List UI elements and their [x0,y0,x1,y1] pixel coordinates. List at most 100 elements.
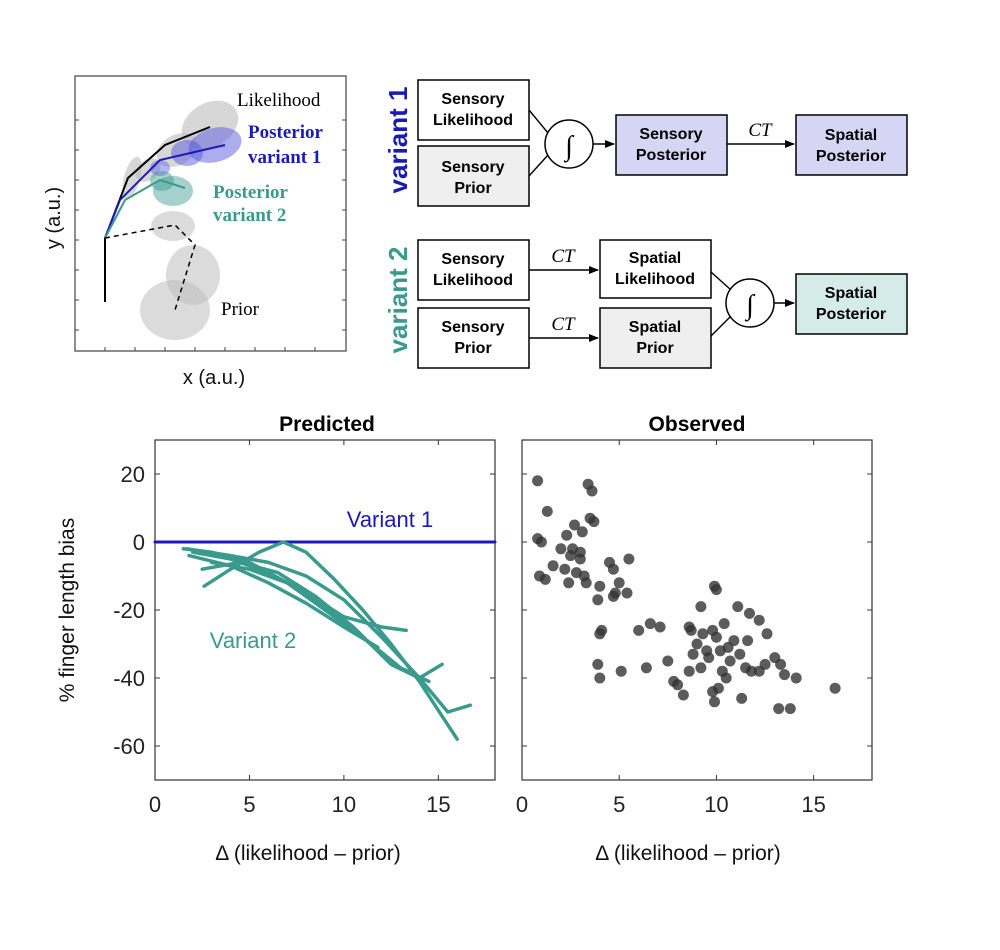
x-tick-label: 5 [243,792,255,817]
posterior-v1-label: Posterior [248,122,323,143]
data-point [594,580,606,592]
data-point [580,577,592,589]
data-point [720,672,732,684]
data-point [633,624,645,636]
v2-integral-symbol: ∫ [744,290,756,322]
y-tick-label: -40 [113,666,145,691]
schematic-panel: Likelihood Posterior variant 1 Posterior… [43,75,347,389]
posterior-v2-label: variant 2 [213,205,286,226]
data-point [535,536,547,548]
data-point [547,560,559,572]
data-point [829,682,841,694]
data-point [563,577,575,589]
variant2-curve [202,540,459,741]
data-point [541,505,553,517]
v1-spatial-posterior-text: Posterior [816,148,886,165]
schematic-frame [74,75,347,352]
v1-sensory-prior-text: Prior [454,180,491,197]
data-point [615,665,627,677]
variant2-label: variant 2 [383,247,413,354]
data-point [594,672,606,684]
variant1-annotation: Variant 1 [347,507,433,532]
v1-sensory-posterior-text: Posterior [636,147,706,164]
v2-spatial-prior-text: Spatial [629,319,681,336]
data-point [640,662,652,674]
data-point [592,594,604,606]
prior-ellipse [151,211,195,241]
observed-chart: Observed 0 5 10 15 Δ (likelihood – prior) [516,413,873,865]
data-point [662,655,674,667]
v2-connector [710,315,732,337]
v2-spatial-prior-box [599,307,712,369]
data-point [773,703,785,715]
data-point [775,658,787,670]
likelihood-ellipse [122,156,142,200]
posterior-v1-label: variant 1 [248,147,321,168]
data-point [790,672,802,684]
data-point [613,577,625,589]
data-point [576,526,588,538]
data-point [759,658,771,670]
model-diagram: variant 1 Sensory Likelihood Sensory Pri… [383,79,908,369]
v1-sensory-likelihood-text: Likelihood [433,112,513,129]
data-point [709,696,720,708]
data-point [539,573,551,585]
v1-connector [528,154,549,177]
x-tick-label: 10 [332,792,356,817]
data-point [710,631,722,643]
x-tick-label: 15 [426,792,450,817]
data-point [654,621,666,633]
v1-sensory-prior-box [417,145,530,207]
data-point [683,665,695,677]
v2-sensory-prior-text: Prior [454,340,491,357]
v2-spatial-prior-text: Prior [636,340,673,357]
v2-sensory-likelihood-text: Likelihood [433,272,513,289]
data-point [672,679,684,691]
data-point [559,563,571,575]
data-point [744,607,755,619]
posterior-v2-label: Posterior [213,182,288,203]
v2-sensory-likelihood-box [417,239,530,301]
likelihood-ellipse [135,158,161,182]
data-point [607,563,619,575]
data-point [532,475,544,487]
predicted-chart: Predicted 0 5 10 15 20 0 -20 -40 -60 Variant 1 V… [56,413,497,865]
data-point [753,614,765,626]
x-tick-label: 0 [149,792,161,817]
data-point [574,546,586,558]
predicted-title: Predicted [279,413,375,436]
data-point [736,692,748,704]
data-point [703,652,715,664]
v1-ct-label: CT [748,120,773,141]
data-point [592,658,604,670]
y-tick-label: 20 [121,462,145,487]
v2-sensory-prior-text: Sensory [441,319,504,336]
observed-title: Observed [649,413,746,436]
schematic-ticks [75,119,346,351]
v2-spatial-likelihood-text: Spatial [629,250,681,267]
data-point [623,553,635,565]
data-point [691,638,703,650]
y-tick-label: -60 [113,734,145,759]
v2-spatial-likelihood-box [599,239,712,299]
variant2-curve [209,560,431,684]
data-point [779,669,790,681]
data-point [695,662,707,674]
v2-sensory-likelihood-text: Sensory [441,251,504,268]
likelihood-label: Likelihood [237,90,321,111]
y-tick-label: -20 [113,598,145,623]
data-point [594,628,606,640]
data-point [707,686,719,698]
v1-sensory-posterior-box [615,114,728,176]
data-point [784,703,796,715]
posterior-v2-finger-line [104,178,186,239]
v1-integral-symbol: ∫ [563,131,575,163]
variant2-curve [185,547,473,714]
v2-connector [710,271,732,291]
v2-ct-label: CT [551,314,576,335]
predicted-x-label: Δ (likelihood – prior) [215,842,401,865]
v1-sensory-likelihood-text: Sensory [441,91,504,108]
data-point [644,618,656,630]
likelihood-finger-line [104,126,211,302]
